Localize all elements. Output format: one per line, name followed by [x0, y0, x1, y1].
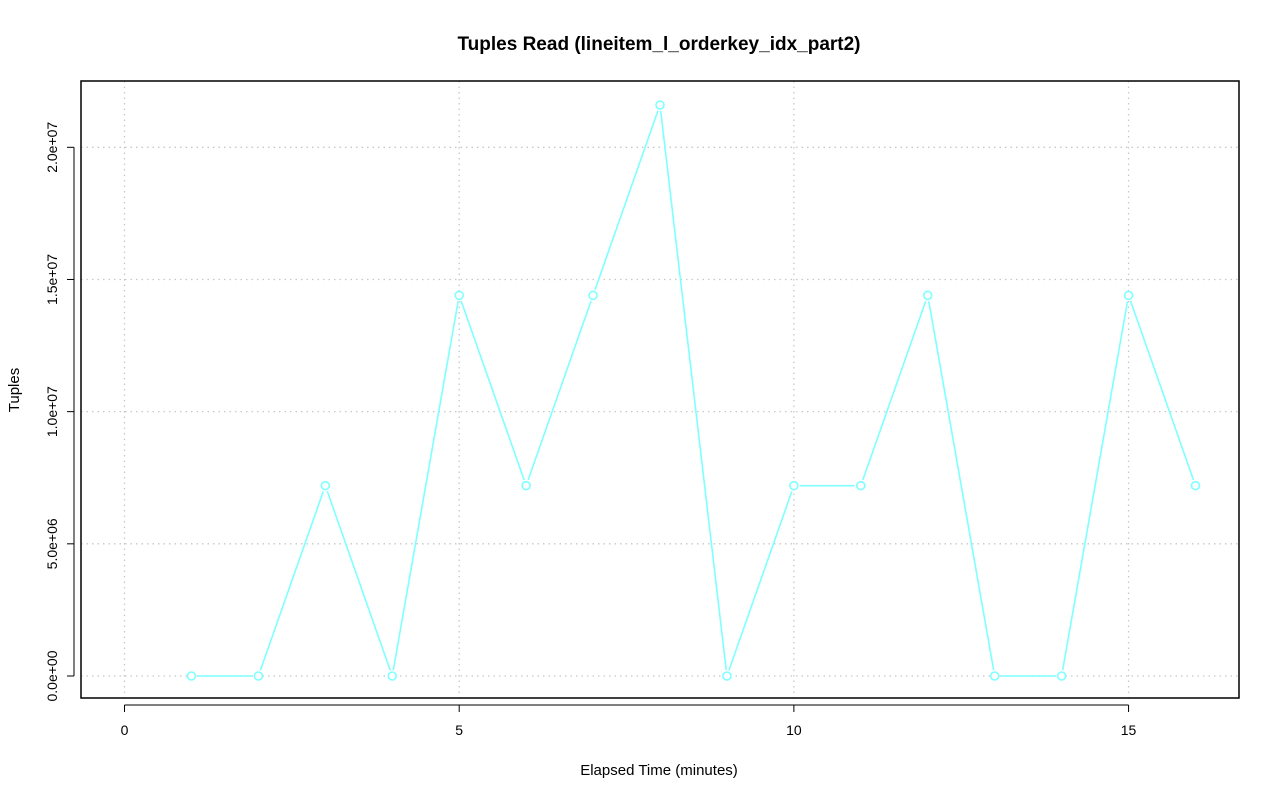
- x-tick-label: 5: [455, 722, 463, 738]
- data-point: [1056, 671, 1067, 681]
- series-layer: [186, 100, 1201, 681]
- series-segment: [259, 491, 325, 671]
- y-tick-label: 0.0e+00: [44, 650, 60, 701]
- chart-title: Tuples Read (lineitem_l_orderkey_idx_par…: [457, 34, 860, 55]
- x-axis: 0 5 10 15: [121, 704, 1137, 738]
- data-point: [856, 480, 866, 491]
- data-point: [989, 671, 1000, 681]
- data-point: [588, 290, 598, 301]
- y-tick-label: 2.0e+07: [44, 122, 60, 173]
- x-tick-label: 15: [1121, 722, 1137, 738]
- data-point: [655, 100, 665, 110]
- data-point: [186, 671, 197, 681]
- x-tick-label: 0: [121, 722, 129, 738]
- data-point: [789, 480, 799, 491]
- series-segment: [326, 491, 392, 671]
- y-tick-label: 1.5e+07: [44, 254, 60, 305]
- data-point: [454, 290, 464, 301]
- x-axis-label: Elapsed Time (minutes): [580, 762, 738, 779]
- x-tick-label: 10: [786, 722, 802, 738]
- y-tick-label: 5.0e+06: [44, 518, 60, 569]
- data-point: [521, 480, 531, 491]
- series-segment: [728, 491, 793, 671]
- series-segment: [659, 110, 728, 671]
- plot-frame: [80, 80, 1240, 699]
- series: [186, 100, 1201, 681]
- y-tick-label: 1.0e+07: [44, 386, 60, 437]
- grid-lines: [81, 81, 1239, 698]
- series-segment: [1129, 300, 1195, 481]
- series-segment: [862, 300, 927, 481]
- series-segment: [594, 110, 659, 290]
- data-point: [922, 290, 933, 301]
- series-segment: [392, 301, 459, 671]
- data-point: [1123, 290, 1134, 301]
- series-segment: [527, 300, 592, 481]
- y-axis: 0.0e+00 5.0e+06 1.0e+07 1.5e+07 2.0e+07: [44, 122, 75, 702]
- data-point: [722, 671, 732, 681]
- data-point: [320, 480, 331, 491]
- data-point: [1190, 480, 1201, 491]
- data-point: [253, 671, 264, 681]
- series-segment: [460, 300, 525, 481]
- series-segment: [1061, 301, 1129, 671]
- y-axis-label: Tuples: [6, 368, 23, 412]
- data-point: [387, 671, 398, 681]
- series-segment: [928, 301, 995, 671]
